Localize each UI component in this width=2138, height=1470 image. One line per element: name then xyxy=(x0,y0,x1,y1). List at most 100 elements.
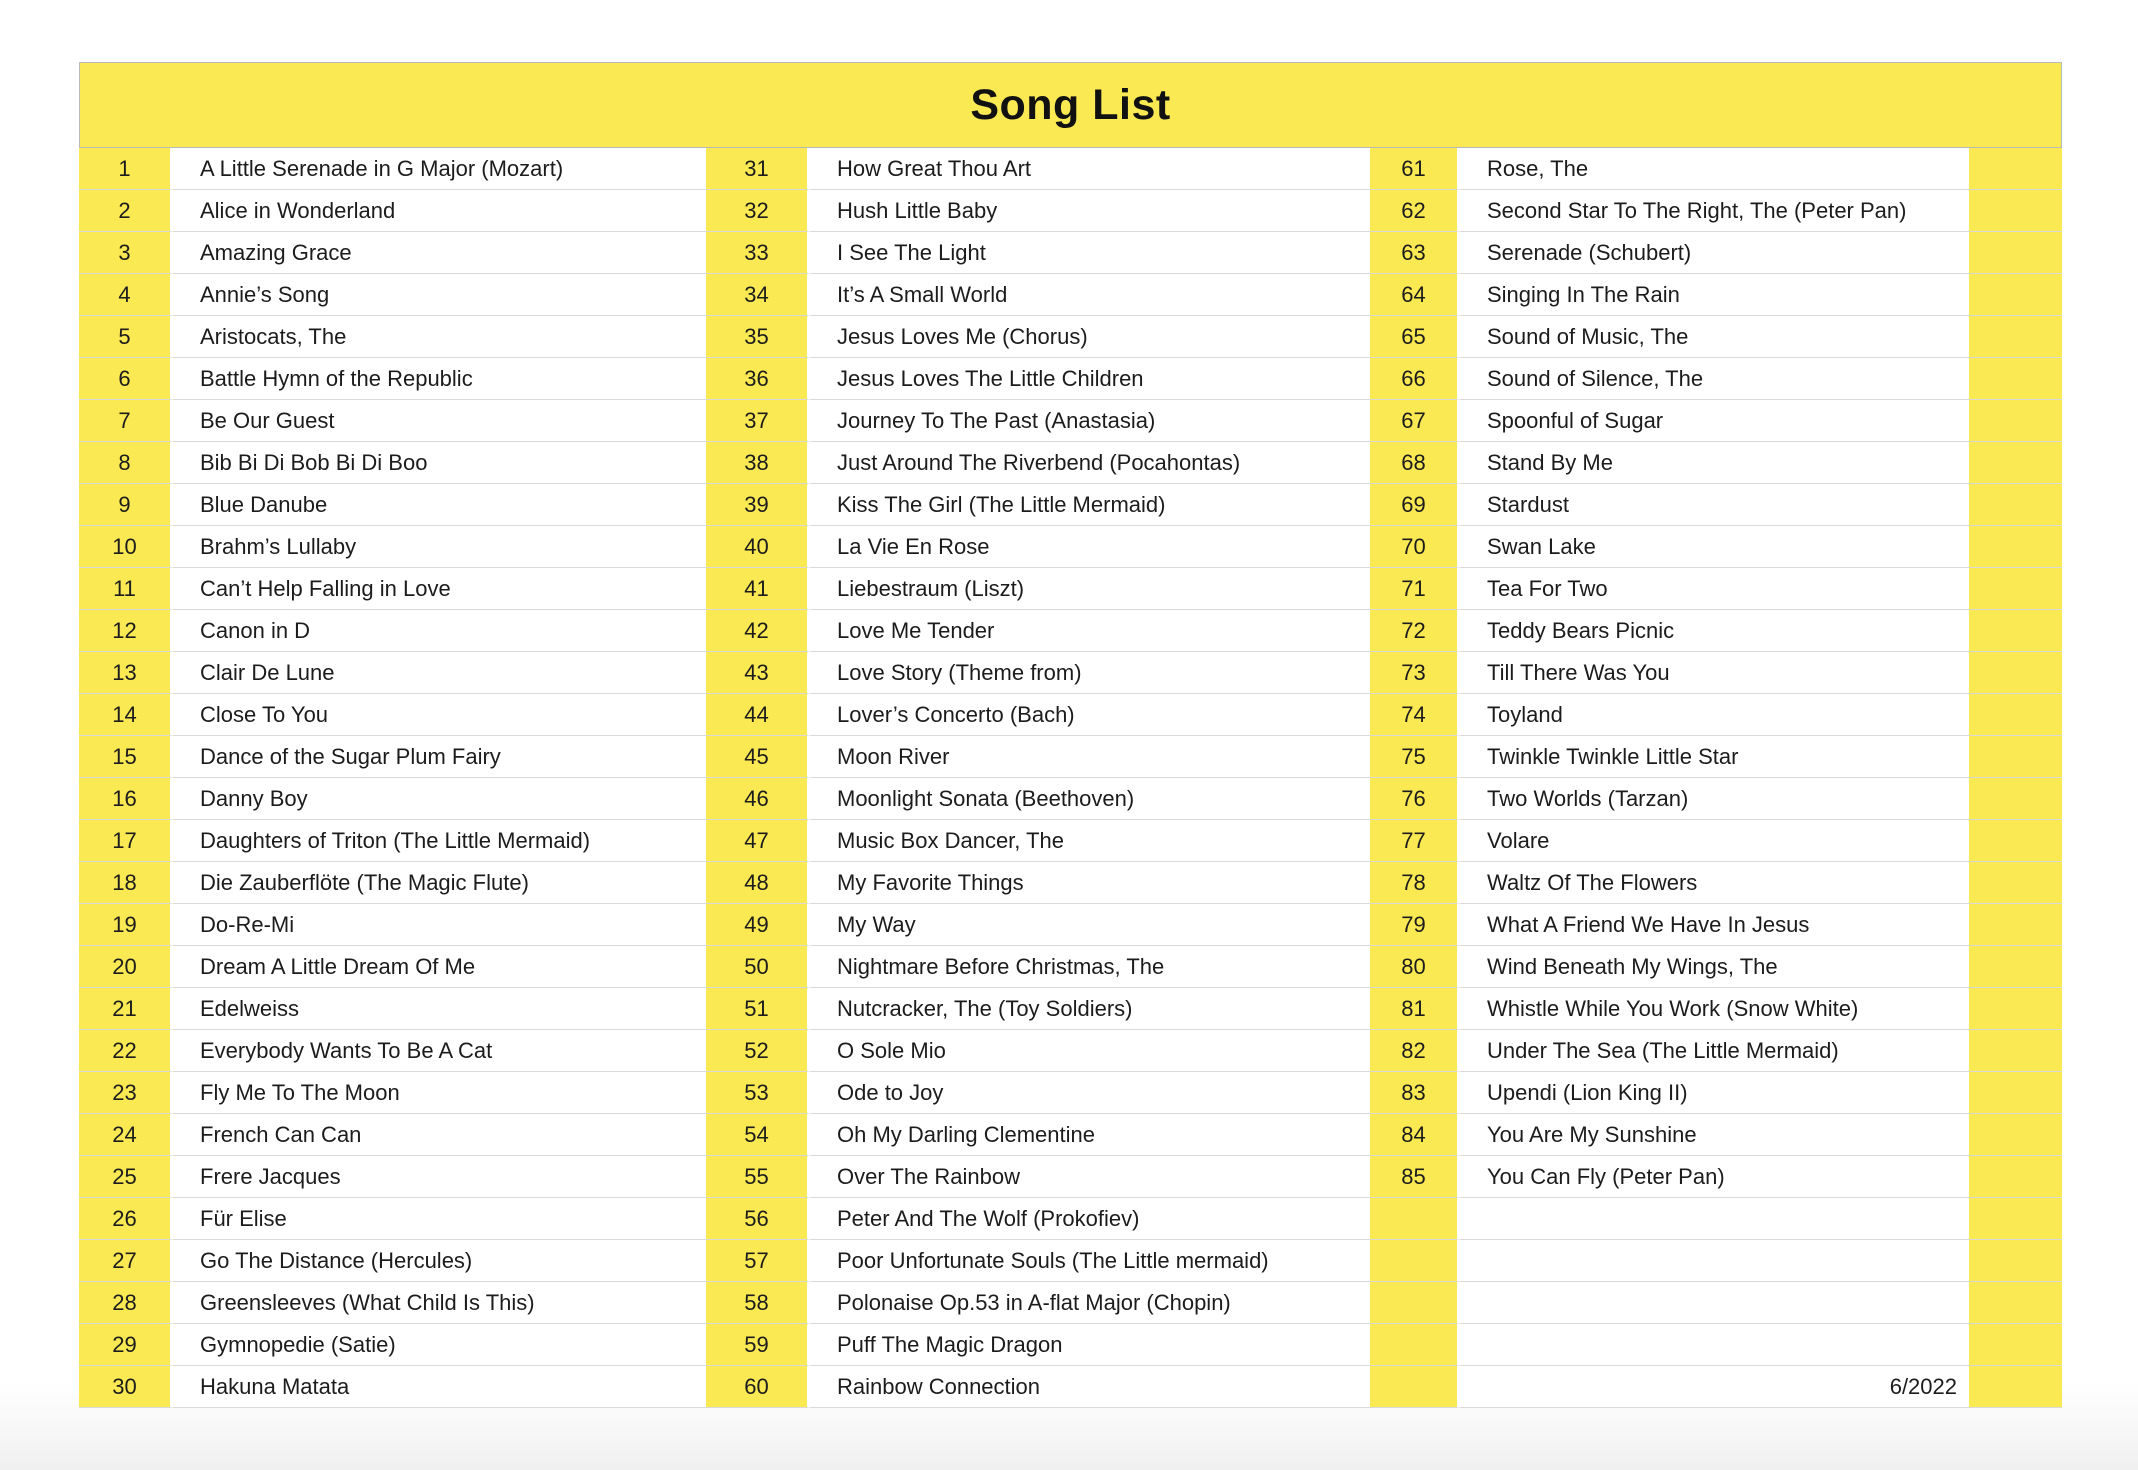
song-title-cell: Canon in D xyxy=(173,610,706,652)
row-number-cell: 31 xyxy=(706,148,810,190)
song-title-cell: Sound of Silence, The xyxy=(1460,358,1969,400)
song-title-cell: Annie’s Song xyxy=(173,274,706,316)
row-number-cell: 65 xyxy=(1370,316,1460,358)
row-number-cell: 59 xyxy=(706,1324,810,1366)
spacer-cell xyxy=(1969,400,2062,442)
row-number-cell: 75 xyxy=(1370,736,1460,778)
song-title-cell: Swan Lake xyxy=(1460,526,1969,568)
row-number-cell: 21 xyxy=(79,988,173,1030)
row-number-cell: 4 xyxy=(79,274,173,316)
row-number-cell: 25 xyxy=(79,1156,173,1198)
spacer-cell xyxy=(1969,778,2062,820)
row-number-cell: 79 xyxy=(1370,904,1460,946)
row-number-cell: 39 xyxy=(706,484,810,526)
row-number-cell: 77 xyxy=(1370,820,1460,862)
song-title-cell: Do-Re-Mi xyxy=(173,904,706,946)
row-number-cell: 47 xyxy=(706,820,810,862)
spacer-cell xyxy=(1969,820,2062,862)
row-number-cell: 70 xyxy=(1370,526,1460,568)
row-number-cell: 48 xyxy=(706,862,810,904)
row-number-cell: 38 xyxy=(706,442,810,484)
spacer-cell xyxy=(1969,442,2062,484)
song-title-cell: Wind Beneath My Wings, The xyxy=(1460,946,1969,988)
song-title-cell: A Little Serenade in G Major (Mozart) xyxy=(173,148,706,190)
song-title-cell: Ode to Joy xyxy=(810,1072,1370,1114)
song-title-cell xyxy=(1460,1324,1969,1366)
row-number-cell: 13 xyxy=(79,652,173,694)
spacer-cell xyxy=(1969,358,2062,400)
row-number-cell: 45 xyxy=(706,736,810,778)
table-header: Song List xyxy=(79,62,2062,148)
song-title-cell: La Vie En Rose xyxy=(810,526,1370,568)
spacer-cell xyxy=(1969,190,2062,232)
row-number-cell: 7 xyxy=(79,400,173,442)
row-number-cell: 42 xyxy=(706,610,810,652)
row-number-cell: 53 xyxy=(706,1072,810,1114)
row-number-cell: 5 xyxy=(79,316,173,358)
row-number-cell: 49 xyxy=(706,904,810,946)
spacer-cell xyxy=(1969,1240,2062,1282)
row-number-cell xyxy=(1370,1198,1460,1240)
row-number-cell: 73 xyxy=(1370,652,1460,694)
song-title-cell: Alice in Wonderland xyxy=(173,190,706,232)
page-title: Song List xyxy=(970,80,1171,129)
row-number-cell: 8 xyxy=(79,442,173,484)
row-number-cell: 29 xyxy=(79,1324,173,1366)
song-title-cell: Poor Unfortunate Souls (The Little merma… xyxy=(810,1240,1370,1282)
song-title-cell: How Great Thou Art xyxy=(810,148,1370,190)
song-title-cell: My Favorite Things xyxy=(810,862,1370,904)
row-number-cell: 19 xyxy=(79,904,173,946)
song-title-cell: Peter And The Wolf (Prokofiev) xyxy=(810,1198,1370,1240)
song-title-cell: Teddy Bears Picnic xyxy=(1460,610,1969,652)
song-title-cell: Daughters of Triton (The Little Mermaid) xyxy=(173,820,706,862)
spacer-cell xyxy=(1969,1114,2062,1156)
spacer-cell xyxy=(1969,526,2062,568)
song-title-cell: O Sole Mio xyxy=(810,1030,1370,1072)
song-title-cell: Everybody Wants To Be A Cat xyxy=(173,1030,706,1072)
row-number-cell: 6 xyxy=(79,358,173,400)
row-number-cell: 32 xyxy=(706,190,810,232)
row-number-cell: 27 xyxy=(79,1240,173,1282)
spacer-cell xyxy=(1969,652,2062,694)
row-number-cell: 34 xyxy=(706,274,810,316)
row-number-cell: 66 xyxy=(1370,358,1460,400)
song-title-cell: Can’t Help Falling in Love xyxy=(173,568,706,610)
song-title-cell: Polonaise Op.53 in A-flat Major (Chopin) xyxy=(810,1282,1370,1324)
song-title-cell: Volare xyxy=(1460,820,1969,862)
row-number-cell: 11 xyxy=(79,568,173,610)
row-number-cell: 58 xyxy=(706,1282,810,1324)
song-title-cell: Puff The Magic Dragon xyxy=(810,1324,1370,1366)
spacer-cell xyxy=(1969,1072,2062,1114)
song-title-cell: Dance of the Sugar Plum Fairy xyxy=(173,736,706,778)
row-number-cell: 18 xyxy=(79,862,173,904)
song-title-cell: Bib Bi Di Bob Bi Di Boo xyxy=(173,442,706,484)
row-number-cell: 78 xyxy=(1370,862,1460,904)
row-number-cell: 23 xyxy=(79,1072,173,1114)
song-title-cell: Battle Hymn of the Republic xyxy=(173,358,706,400)
row-number-cell: 20 xyxy=(79,946,173,988)
song-title-cell: Go The Distance (Hercules) xyxy=(173,1240,706,1282)
row-number-cell: 63 xyxy=(1370,232,1460,274)
row-number-cell: 35 xyxy=(706,316,810,358)
row-number-cell xyxy=(1370,1324,1460,1366)
row-number-cell xyxy=(1370,1240,1460,1282)
song-title-cell: Liebestraum (Liszt) xyxy=(810,568,1370,610)
row-number-cell: 62 xyxy=(1370,190,1460,232)
row-number-cell: 74 xyxy=(1370,694,1460,736)
song-title-cell: Music Box Dancer, The xyxy=(810,820,1370,862)
song-title-cell: Upendi (Lion King II) xyxy=(1460,1072,1969,1114)
row-number-cell: 68 xyxy=(1370,442,1460,484)
song-title-cell: Jesus Loves Me (Chorus) xyxy=(810,316,1370,358)
song-title-cell: Two Worlds (Tarzan) xyxy=(1460,778,1969,820)
song-title-cell: Under The Sea (The Little Mermaid) xyxy=(1460,1030,1969,1072)
song-title-cell: Love Me Tender xyxy=(810,610,1370,652)
spacer-cell xyxy=(1969,1156,2062,1198)
row-number-cell: 37 xyxy=(706,400,810,442)
song-title-cell: Aristocats, The xyxy=(173,316,706,358)
row-number-cell: 76 xyxy=(1370,778,1460,820)
row-number-cell: 71 xyxy=(1370,568,1460,610)
song-title-cell: Love Story (Theme from) xyxy=(810,652,1370,694)
song-title-cell: Clair De Lune xyxy=(173,652,706,694)
song-title-cell: Hush Little Baby xyxy=(810,190,1370,232)
